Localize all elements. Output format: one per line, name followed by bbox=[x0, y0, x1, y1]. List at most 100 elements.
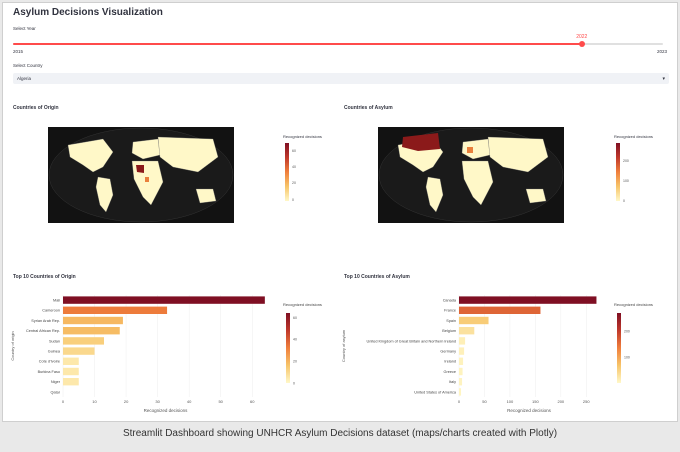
bar[interactable] bbox=[459, 378, 463, 386]
app-frame: Asylum Decisions Visualization Select Ye… bbox=[2, 2, 678, 422]
bar[interactable] bbox=[459, 357, 464, 365]
year-slider-thumb[interactable] bbox=[578, 40, 585, 47]
bar[interactable] bbox=[459, 327, 475, 335]
land-australia bbox=[525, 188, 547, 204]
bar[interactable] bbox=[63, 378, 79, 386]
bar[interactable] bbox=[459, 367, 463, 376]
y-tick-label: United States of America bbox=[414, 390, 457, 394]
year-slider-track[interactable] bbox=[13, 40, 663, 47]
y-tick-label: Guinea bbox=[48, 350, 61, 354]
legend-title: Recognized decisions bbox=[614, 302, 653, 307]
land-europe bbox=[461, 138, 491, 160]
bar[interactable] bbox=[459, 306, 541, 314]
x-tick-label: 150 bbox=[532, 399, 539, 404]
asylum-map-graphic bbox=[378, 127, 564, 223]
year-slider-fill bbox=[13, 43, 582, 45]
x-tick-label: 250 bbox=[583, 399, 590, 404]
x-tick-label: 20 bbox=[124, 399, 129, 404]
origin-map-legend-title: Recognized decisions bbox=[283, 134, 322, 139]
bar[interactable] bbox=[63, 347, 95, 355]
x-tick-label: 0 bbox=[458, 399, 461, 404]
legend-tick: 20 bbox=[293, 360, 297, 364]
origin-map[interactable] bbox=[48, 127, 234, 223]
bar[interactable] bbox=[63, 306, 168, 314]
legend-title: Recognized decisions bbox=[283, 302, 322, 307]
bar[interactable] bbox=[459, 388, 462, 396]
bar[interactable] bbox=[63, 327, 120, 335]
bar[interactable] bbox=[459, 316, 489, 325]
year-slider-max: 2023 bbox=[656, 49, 667, 54]
y-tick-label: Belgium bbox=[442, 329, 456, 333]
y-tick-label: France bbox=[444, 309, 456, 313]
country-select[interactable]: Algeria ▾ bbox=[13, 73, 669, 84]
land-canada-highlight bbox=[402, 133, 440, 151]
origin-map-tick: 0 bbox=[292, 198, 294, 202]
year-slider-label: Select Year bbox=[13, 26, 36, 31]
origin-map-colorbar bbox=[285, 143, 289, 201]
x-tick-label: 50 bbox=[482, 399, 487, 404]
x-tick-label: 30 bbox=[155, 399, 160, 404]
bar[interactable] bbox=[63, 357, 79, 365]
origin-map-tick: 60 bbox=[292, 149, 296, 153]
asylum-bar-chart[interactable]: Country of asylum 0 50 100 150 200 250 Canada Fr… bbox=[339, 285, 674, 415]
asylum-map-tick: 100 bbox=[623, 179, 629, 183]
land-europe bbox=[131, 138, 161, 160]
asylum-map-title: Countries of Asylum bbox=[344, 105, 393, 111]
origin-map-tick: 20 bbox=[292, 181, 296, 185]
country-select-value: Algeria bbox=[17, 76, 32, 81]
bar[interactable] bbox=[63, 296, 265, 304]
year-slider-min: 2015 bbox=[13, 49, 24, 54]
y-tick-label: Mali bbox=[53, 299, 60, 303]
legend-tick: 0 bbox=[293, 381, 295, 385]
asylum-map-legend-title: Recognized decisions bbox=[614, 134, 653, 139]
land-asia bbox=[487, 136, 549, 173]
country-select-label: Select Country bbox=[13, 63, 43, 68]
origin-map-tick: 40 bbox=[292, 165, 296, 169]
bar[interactable] bbox=[459, 296, 597, 304]
y-tick-label: United Kingdom of Great Britain and Nort… bbox=[367, 339, 457, 343]
y-tick-label: Greece bbox=[444, 370, 456, 374]
y-tick-label: Niger bbox=[51, 380, 61, 384]
y-tick-label: Syrian Arab Rep. bbox=[31, 319, 60, 323]
x-tick-label: 10 bbox=[92, 399, 97, 404]
land-australia bbox=[195, 188, 217, 204]
x-axis-title: Recognized decisions bbox=[507, 408, 552, 413]
y-tick-label: Burkina Faso bbox=[38, 370, 60, 374]
x-tick-label: 0 bbox=[62, 399, 65, 404]
y-tick-label: Canada bbox=[443, 299, 457, 303]
y-axis-title: Country of asylum bbox=[341, 329, 346, 362]
x-tick-label: 50 bbox=[218, 399, 223, 404]
bar[interactable] bbox=[459, 347, 465, 355]
y-tick-label: Cote d'Ivoire bbox=[39, 360, 60, 364]
asylum-map-tick: 0 bbox=[623, 199, 625, 203]
figure-caption: Streamlit Dashboard showing UNHCR Asylum… bbox=[122, 428, 558, 439]
y-tick-label: Sudan bbox=[49, 339, 60, 343]
asylum-map[interactable] bbox=[378, 127, 564, 223]
y-tick-label: Central African Rep. bbox=[26, 329, 60, 333]
y-tick-label: Germany bbox=[440, 350, 456, 354]
origin-bar-chart[interactable]: Country of origin 0 10 20 30 40 50 60 Mali Camero… bbox=[8, 285, 338, 415]
bar[interactable] bbox=[459, 337, 466, 345]
y-tick-label: Cameroon bbox=[42, 309, 60, 313]
origin-chart-title: Top 10 Countries of Origin bbox=[13, 274, 76, 280]
asylum-map-tick: 200 bbox=[623, 159, 629, 163]
legend-tick: 100 bbox=[624, 355, 630, 359]
bar[interactable] bbox=[63, 337, 104, 345]
y-tick-label: Italy bbox=[449, 380, 456, 384]
land-south-america bbox=[425, 176, 444, 213]
origin-map-title: Countries of Origin bbox=[13, 105, 59, 111]
bar[interactable] bbox=[63, 316, 123, 325]
y-tick-label: Spain bbox=[446, 319, 456, 323]
year-slider-value: 2022 bbox=[576, 34, 588, 40]
origin-map-graphic bbox=[48, 127, 234, 223]
land-asia bbox=[157, 136, 219, 173]
asylum-map-colorbar bbox=[616, 143, 620, 201]
y-tick-label: Ireland bbox=[444, 360, 456, 364]
chevron-down-icon[interactable]: ▾ bbox=[662, 75, 665, 82]
legend-tick: 200 bbox=[624, 330, 630, 334]
land-mali-highlight bbox=[136, 165, 144, 173]
x-tick-label: 40 bbox=[187, 399, 192, 404]
bar[interactable] bbox=[63, 367, 79, 376]
x-tick-label: 60 bbox=[250, 399, 255, 404]
legend-colorbar bbox=[286, 313, 290, 383]
